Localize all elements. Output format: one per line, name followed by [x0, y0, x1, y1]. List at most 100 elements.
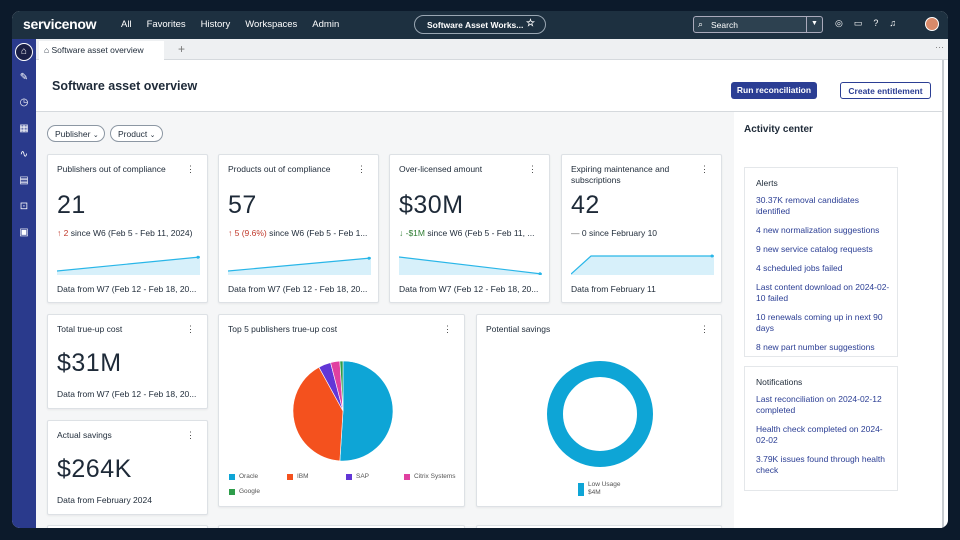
legend-label: Low Usage	[588, 481, 621, 488]
legend-item-low-usage[interactable]: Low Usage $4M	[578, 481, 621, 497]
over-licensed-amount-card[interactable]: Over-licensed amount ⋮ $30M ↓ -$1M since…	[389, 154, 550, 303]
kpi-value: $30M	[399, 191, 464, 219]
legend-item-google[interactable]: Google	[229, 488, 260, 495]
partial-card	[476, 525, 722, 528]
alert-link[interactable]: Last content download on 2024-02-10 fail…	[756, 282, 890, 303]
publisher-filter[interactable]: Publisher ⌄	[47, 125, 105, 142]
inventory-search-icon[interactable]: ⊡	[19, 201, 29, 212]
alert-link[interactable]: 9 new service catalog requests	[756, 244, 873, 254]
legend-swatch	[229, 488, 235, 495]
donut-segment-low-usage[interactable]	[547, 361, 653, 467]
globe-icon[interactable]: ◎	[835, 18, 843, 28]
search-scope-dropdown[interactable]: ▼	[806, 17, 822, 32]
expiring-maintenance-card[interactable]: Expiring maintenance and subscriptions ⋮…	[561, 154, 722, 303]
notifications-bell-icon[interactable]: ♫	[889, 18, 897, 28]
header-divider	[36, 111, 942, 112]
products-out-of-compliance-card[interactable]: Products out of compliance ⋮ 57 ↑ 5 (9.6…	[218, 154, 379, 303]
menu-workspaces[interactable]: Workspaces	[245, 19, 298, 30]
kpi-delta: ↓ -$1M since W6 (Feb 5 - Feb 11, ...	[399, 228, 542, 238]
storage-icon[interactable]: ▣	[19, 227, 29, 238]
search-label: Search	[711, 20, 738, 30]
create-entitlement-button[interactable]: Create entitlement	[840, 82, 931, 99]
legend-label: SAP	[356, 473, 370, 480]
menu-admin[interactable]: Admin	[312, 19, 340, 30]
menu-history[interactable]: History	[200, 19, 231, 30]
home-icon[interactable]: ⌂	[15, 43, 33, 61]
legend-swatch	[404, 473, 410, 480]
pie-slice-oracle[interactable]	[339, 360, 394, 462]
alert-link[interactable]: 10 renewals coming up in next 90 days	[756, 312, 883, 333]
app-window: servicenow All Favorites History Workspa…	[12, 11, 948, 528]
top-5-publishers-card[interactable]: Top 5 publishers true-up cost ⋮ Oracle I…	[218, 314, 465, 507]
chat-icon[interactable]: ▭	[853, 18, 863, 28]
legend-item-oracle[interactable]: Oracle	[229, 473, 258, 480]
header-icons: ◎ ▭ ? ♫	[835, 18, 896, 29]
legend-swatch	[346, 473, 352, 480]
menu-favorites[interactable]: Favorites	[146, 19, 186, 30]
kpi-value: $264K	[57, 455, 132, 483]
total-true-up-cost-card[interactable]: Total true-up cost ⋮ $31M Data from W7 (…	[47, 314, 208, 409]
workspace-context-pill[interactable]: Software Asset Works... ☆	[414, 15, 546, 34]
new-tab-button[interactable]: +	[178, 42, 186, 56]
card-title: Expiring maintenance and subscriptions	[571, 164, 670, 185]
card-title: Publishers out of compliance	[57, 164, 166, 174]
servicenow-logo[interactable]: servicenow	[23, 16, 97, 32]
kpi-value: 21	[57, 191, 86, 219]
product-filter-label: Product	[118, 129, 148, 139]
card-menu-icon[interactable]: ⋮	[700, 324, 709, 334]
notification-link[interactable]: Health check completed on 2024-02-02	[756, 424, 883, 445]
delta-period: since W6 (Feb 5 - Feb 11, ...	[427, 228, 535, 238]
global-search[interactable]: ⌕ Search ▼	[693, 16, 823, 33]
kpi-delta: — 0 since February 10	[571, 228, 714, 238]
card-menu-icon[interactable]: ⋮	[528, 164, 537, 174]
alert-link[interactable]: 8 new part number suggestions	[756, 342, 875, 352]
legend-swatch	[229, 473, 235, 480]
legend-item-sap[interactable]: SAP	[346, 473, 369, 480]
trend-sparkline	[228, 256, 371, 275]
tab-software-asset-overview[interactable]: ⌂ Software asset overview	[39, 41, 164, 60]
menu-all[interactable]: All	[121, 19, 132, 30]
legend-label: IBM	[297, 473, 309, 480]
help-icon[interactable]: ?	[873, 18, 879, 28]
card-menu-icon[interactable]: ⋮	[186, 324, 195, 334]
tab-overflow-menu[interactable]: ···	[935, 42, 944, 52]
tab-bar: ⌂ Software asset overview + ···	[36, 39, 948, 60]
delta-value: -$1M	[405, 228, 425, 238]
alerts-title: Alerts	[756, 178, 778, 188]
card-footer: Data from W7 (Feb 12 - Feb 18, 20...	[57, 389, 197, 399]
potential-savings-card[interactable]: Potential savings ⋮ Low Usage $4M	[476, 314, 722, 507]
dashboard-icon[interactable]: ▦	[19, 123, 29, 134]
notification-link[interactable]: 3.79K issues found through health check	[756, 454, 886, 475]
card-title: Actual savings	[57, 430, 112, 440]
vertical-scrollbar[interactable]	[942, 60, 944, 528]
alert-link[interactable]: 30.37K removal candidates identified	[756, 195, 860, 216]
card-menu-icon[interactable]: ⋮	[443, 324, 452, 334]
actual-savings-card[interactable]: Actual savings ⋮ $264K Data from Februar…	[47, 420, 208, 515]
pie-slice-ibm[interactable]	[292, 366, 344, 462]
favorite-star-icon[interactable]: ☆	[526, 18, 535, 29]
legend-swatch	[287, 473, 293, 480]
pie-slice-google[interactable]	[339, 360, 344, 412]
notifications-title: Notifications	[756, 377, 803, 387]
card-menu-icon[interactable]: ⋮	[186, 430, 195, 440]
card-footer: Data from W7 (Feb 12 - Feb 18, 20...	[399, 284, 539, 294]
alert-link[interactable]: 4 new normalization suggestions	[756, 225, 880, 235]
card-menu-icon[interactable]: ⋮	[357, 164, 366, 174]
calendar-icon[interactable]: ▤	[19, 175, 29, 186]
card-menu-icon[interactable]: ⋮	[700, 164, 709, 174]
notification-link[interactable]: Last reconciliation on 2024-02-12 comple…	[756, 394, 882, 415]
user-avatar[interactable]	[925, 17, 939, 31]
activity-icon[interactable]: ∿	[19, 149, 29, 160]
search-icon: ⌕	[698, 19, 704, 29]
run-reconciliation-button[interactable]: Run reconciliation	[731, 82, 817, 99]
card-title: Top 5 publishers true-up cost	[228, 324, 338, 334]
card-menu-icon[interactable]: ⋮	[186, 164, 195, 174]
alert-link[interactable]: 4 scheduled jobs failed	[756, 263, 843, 273]
delta-period: since W6 (Feb 5 - Feb 1...	[269, 228, 368, 238]
wrench-icon[interactable]: ✎	[19, 72, 29, 83]
legend-item-citrix[interactable]: Citrix Systems	[404, 473, 456, 480]
product-filter[interactable]: Product ⌄	[110, 125, 163, 142]
schedule-icon[interactable]: ◷	[19, 97, 29, 108]
publishers-out-of-compliance-card[interactable]: Publishers out of compliance ⋮ 21 ↑ 2 si…	[47, 154, 208, 303]
legend-item-ibm[interactable]: IBM	[287, 473, 309, 480]
